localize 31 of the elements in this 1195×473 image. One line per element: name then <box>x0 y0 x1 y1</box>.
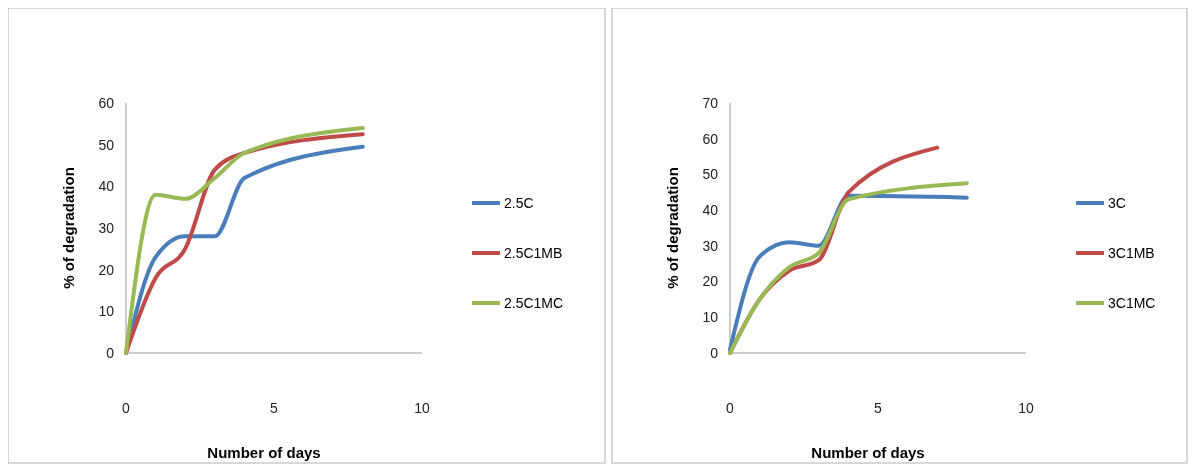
y-tick-label: 10 <box>702 309 719 326</box>
y-tick-label: 30 <box>98 219 115 236</box>
y-tick-label: 10 <box>98 303 115 320</box>
x-tick-label: 5 <box>874 399 883 416</box>
y-tick-label: 40 <box>702 202 719 219</box>
y-tick-label: 20 <box>98 261 115 278</box>
x-axis-title: Number of days <box>811 444 925 461</box>
legend-label: 2.5C1MB <box>504 244 563 261</box>
y-tick-label: 60 <box>702 130 719 147</box>
legend-label: 2.5C <box>504 194 534 211</box>
legend-label: 3C1MC <box>1108 294 1156 311</box>
y-tick-label: 70 <box>702 94 719 111</box>
y-axis-title: % of degradation <box>664 167 681 289</box>
y-tick-label: 20 <box>702 273 719 290</box>
y-tick-label: 0 <box>106 344 115 361</box>
x-tick-label: 0 <box>726 399 735 416</box>
y-tick-label: 40 <box>98 178 115 195</box>
x-tick-label: 10 <box>414 399 430 416</box>
y-tick-label: 30 <box>702 237 719 254</box>
legend-label: 3C <box>1108 194 1126 211</box>
y-tick-label: 0 <box>710 344 719 361</box>
y-tick-label: 60 <box>98 94 115 111</box>
x-tick-label: 5 <box>270 399 279 416</box>
y-tick-label: 50 <box>98 136 115 153</box>
x-tick-label: 10 <box>1018 399 1034 416</box>
x-tick-label: 0 <box>122 399 131 416</box>
legend-label: 2.5C1MC <box>504 294 564 311</box>
x-axis-title: Number of days <box>207 444 321 461</box>
y-tick-label: 50 <box>702 166 719 183</box>
y-axis-title: % of degradation <box>60 167 77 289</box>
legend-label: 3C1MB <box>1108 244 1155 261</box>
